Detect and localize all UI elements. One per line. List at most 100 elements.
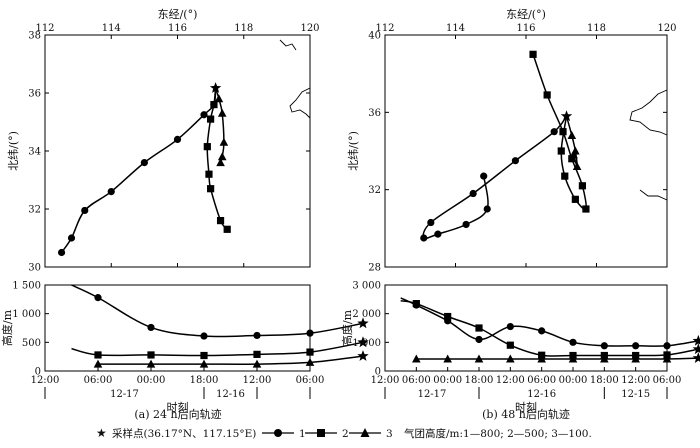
sampling-site-star-icon (560, 110, 573, 122)
height-y-axis-label: 高度/m (340, 309, 354, 346)
date-label: 12-16 (216, 389, 245, 400)
height-3-point (412, 354, 421, 363)
height-y-tick-label: 2 000 (352, 309, 381, 320)
map-x-axis-label: 东经/(°) (158, 8, 198, 21)
trajectory-2-point (210, 101, 218, 109)
height-x-tick-label: 12:00 (31, 375, 60, 386)
map-y-tick-label: 40 (368, 31, 381, 42)
height-2-point (94, 351, 102, 359)
trajectory-3-point (219, 137, 229, 146)
trajectory-2-point (207, 115, 215, 123)
legend-sample-label: 采样点(36.17°N、117.15°E) (112, 427, 256, 440)
trajectory-3-point (217, 108, 227, 117)
height-1-point (632, 342, 640, 350)
map-x-tick-label: 118 (587, 23, 606, 34)
map-frame (44, 34, 311, 268)
height-2-point (444, 312, 452, 321)
map-y-tick-label: 34 (28, 147, 41, 158)
height-2-point (412, 300, 420, 308)
height-x-tick-label: 00:00 (559, 375, 588, 386)
height-1-point (475, 335, 483, 344)
trajectory-3-point (216, 158, 225, 167)
height-3-point (662, 354, 672, 363)
height-x-tick-label: 12:00 (243, 375, 272, 386)
height-1-point (538, 327, 546, 335)
height-2-point (475, 324, 483, 332)
map-y-tick-label: 28 (368, 263, 381, 274)
trajectory-1-point (140, 159, 148, 167)
height-x-axis-label: 时刻 (167, 400, 189, 414)
height-x-tick-label: 06:00 (653, 375, 682, 386)
legend-height-note: 气团高度/m:1—800; 2—500; 3—100. (404, 427, 592, 440)
height-1-point (600, 342, 608, 350)
map-x-tick-label: 114 (102, 23, 121, 34)
date-label: 12-15 (621, 389, 650, 400)
date-label: 12-17 (110, 389, 139, 400)
height-2-point (200, 351, 208, 360)
height-x-tick-label: 00:00 (137, 375, 166, 386)
coastline (289, 87, 311, 119)
trajectory-2-point (223, 225, 231, 233)
map-y-axis-label: 北纬/(°) (347, 131, 360, 171)
height-y-tick-label: 3 000 (352, 281, 381, 292)
panel-a: 112 114 116 118 120 30 32 34 36 38 东经/(°) 北纬/(°) 12:… (0, 8, 369, 421)
height-3-point (631, 354, 640, 363)
height-3-point (146, 359, 156, 368)
trajectory-2-point (216, 217, 225, 225)
trajectory-1-point (550, 128, 558, 136)
legend-series-3-icon (360, 428, 370, 437)
legend-series-2-label: 2 (342, 428, 349, 440)
height-x-axis-label: 时刻 (515, 400, 537, 414)
height-2-line (71, 341, 364, 357)
trajectory-2-line (532, 54, 587, 211)
height-2-point (147, 351, 155, 359)
height-x-tick-label: 06:00 (402, 375, 431, 386)
trajectory-2-point (203, 143, 211, 151)
trajectory-1-point (107, 188, 115, 196)
height-start-star-icon (692, 334, 700, 346)
trajectory-2-point (543, 91, 551, 99)
height-2-point (306, 348, 314, 356)
coastline-island (279, 39, 297, 51)
map-x-axis-label: 东经/(°) (506, 8, 546, 21)
legend: ★ 采样点(36.17°N、117.15°E) 1 2 3 气团高度/m:1—8… (96, 426, 592, 440)
height-3-point (199, 359, 209, 368)
height-x-tick-label: 18:00 (465, 375, 494, 386)
map-x-tick-label: 114 (446, 23, 465, 34)
height-x-tick-label: 18:00 (190, 375, 219, 386)
panel-b: 112 114 116 118 120 28 32 36 40 东经/(°) 北纬/(°) 12:00… (340, 8, 700, 421)
trajectory-2-point (205, 170, 213, 178)
trajectory-2-point (559, 128, 567, 136)
height-x-tick-label: 00:00 (433, 375, 462, 386)
height-y-axis-label: 高度/m (0, 309, 14, 346)
trajectory-1-point (200, 111, 208, 119)
sampling-site-star-icon (209, 82, 222, 93)
trajectory-1-line (60, 88, 217, 253)
panel-subtitle: (a) 24 h后向轨迹 (134, 407, 221, 421)
map-x-tick-label: 120 (300, 23, 319, 34)
height-1-point (147, 323, 155, 332)
legend-series-1-label: 1 (299, 428, 306, 440)
trajectory-1-point (511, 157, 520, 165)
height-x-tick-label: 18:00 (590, 375, 619, 386)
map-x-tick-label: 120 (657, 23, 676, 34)
map-x-tick-label: 112 (35, 23, 54, 34)
date-label: 12-16 (527, 389, 556, 400)
trajectory-1-point (483, 205, 491, 213)
height-2-point (253, 350, 261, 358)
height-3-point (537, 354, 546, 363)
map-x-tick-label: 116 (516, 23, 535, 34)
trajectory-2-point (582, 205, 590, 213)
height-1-point (253, 331, 261, 340)
height-start-star-icon (357, 336, 369, 348)
legend-series-2-icon (317, 429, 325, 437)
height-frame (44, 284, 311, 372)
trajectory-1-point (462, 220, 470, 229)
trajectory-2-point (557, 147, 565, 155)
height-1-point (94, 294, 102, 302)
height-3-point (305, 357, 315, 366)
map-y-tick-label: 36 (368, 108, 381, 119)
coastline-island (639, 189, 668, 201)
height-3-point (443, 354, 452, 363)
